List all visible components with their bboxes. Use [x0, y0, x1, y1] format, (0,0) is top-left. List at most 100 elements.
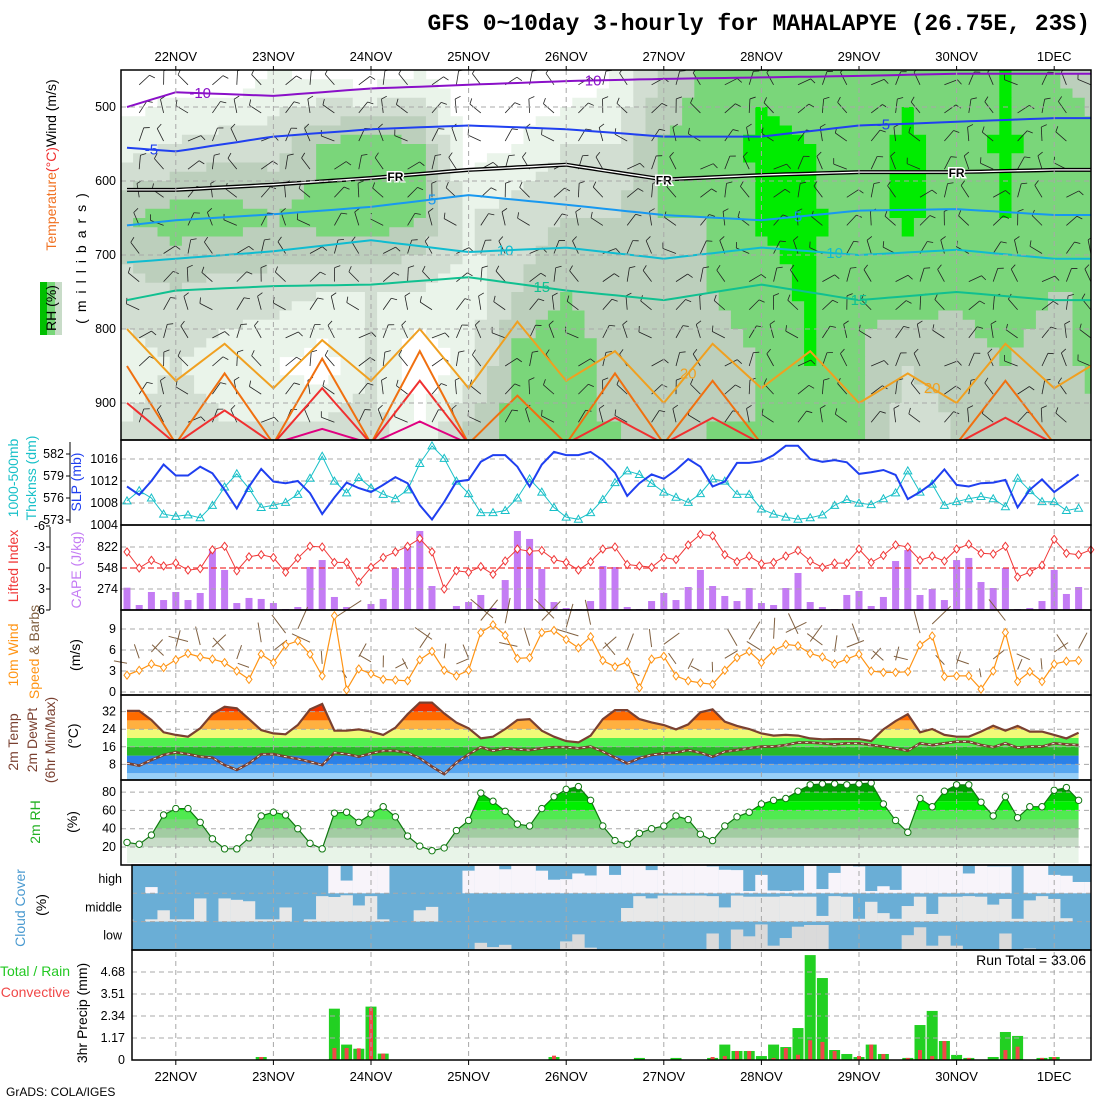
chart-title: GFS 0~10day 3-hourly for MAHALAPYE (26.7… — [427, 11, 1090, 37]
rh-cell — [511, 366, 597, 376]
wind-barb-staff — [575, 211, 579, 226]
isotherm-line — [126, 349, 1053, 440]
wind-barb-flag — [455, 95, 461, 100]
rh-cell — [242, 227, 317, 237]
wind-barb-flag — [1037, 151, 1043, 157]
wind-barb-staff — [968, 352, 975, 367]
rh-cell — [438, 107, 451, 117]
rh-cell — [377, 338, 402, 348]
rh-marker — [708, 836, 717, 845]
cloud-middle-bar — [316, 896, 329, 922]
wind-barb-staff — [529, 298, 539, 311]
cloud-middle-bar — [194, 898, 207, 922]
rh-cell — [462, 393, 488, 404]
wind-barb-staff — [354, 211, 360, 226]
rh-cell — [121, 273, 146, 284]
wind-barb-flag — [511, 128, 518, 131]
rh-cell — [316, 144, 427, 154]
rh-cell — [1011, 356, 1073, 367]
cloud-middle-bar — [865, 901, 878, 922]
wind-barb-flag — [661, 103, 668, 107]
wind-speed-marker — [281, 640, 290, 650]
rh-cell — [425, 153, 439, 163]
wind-barb-staff — [1066, 241, 1075, 254]
precip-convective-bar — [808, 1040, 813, 1060]
wind-barb-flag — [642, 265, 647, 271]
cloud-middle-bar — [633, 896, 646, 922]
rh-cell — [474, 412, 500, 422]
cloud-middle-bar — [669, 895, 683, 922]
wind-barb-staff — [884, 215, 896, 226]
rh-cell — [1011, 347, 1073, 358]
wind-speed-marker — [1026, 666, 1034, 677]
rh-cell — [596, 356, 756, 367]
wind-barb-flag — [1084, 264, 1090, 270]
wind-barb-staff — [431, 357, 444, 367]
rh-cell — [596, 412, 756, 422]
wind-barb-staff — [992, 241, 1002, 254]
wind-barb-flag — [445, 182, 449, 188]
rh-cell — [755, 116, 780, 126]
wind-barb-staff — [919, 189, 933, 198]
wind-barb-flag — [813, 180, 818, 187]
rh-cell — [706, 421, 866, 432]
li-marker — [123, 547, 131, 557]
rh-cell — [145, 107, 280, 117]
rh-marker — [782, 794, 790, 803]
cloud-high-bar — [852, 866, 866, 894]
speed-barbs-label: Speed & Barbs — [26, 605, 42, 699]
wind-barb-staff — [811, 216, 823, 226]
wind-speed-marker — [330, 610, 339, 621]
rh-cell — [377, 319, 475, 330]
wind-barb-flag — [1021, 182, 1028, 185]
thickness-marker — [414, 458, 425, 468]
rh-cell — [816, 301, 1049, 311]
cloud-low-bar — [779, 938, 793, 950]
wind10m-barb — [746, 641, 762, 652]
wind-barb-staff — [626, 213, 636, 226]
rh-cell — [1011, 97, 1085, 108]
wind-barb-staff — [651, 358, 665, 367]
wind-barb-flag — [910, 377, 915, 384]
wind-barb-flag — [588, 102, 594, 106]
rh-cell — [486, 273, 524, 284]
li-marker — [1074, 549, 1083, 560]
wind-barb-staff — [724, 410, 734, 423]
rh-cell — [999, 181, 1012, 191]
rh-cell — [438, 218, 463, 228]
rh-marker — [952, 781, 961, 789]
wind-barb-flag — [391, 297, 398, 301]
wind-barb-flag — [200, 416, 206, 422]
rh-cell — [267, 116, 341, 126]
cape-bar — [135, 605, 143, 610]
wind10m-barb — [499, 642, 518, 647]
wind-barb-flag — [1079, 323, 1082, 330]
wind-speed-marker — [696, 678, 705, 688]
rh-marker — [806, 781, 814, 789]
wind-barb-staff — [616, 384, 628, 395]
wind-barb-flag — [883, 360, 889, 366]
rh-cell — [657, 134, 744, 145]
thickness-marker — [341, 487, 352, 497]
wind10m-barb — [401, 658, 409, 670]
thickness-marker — [183, 509, 193, 519]
cloud-high-bar — [352, 865, 366, 894]
temperature-band — [127, 729, 1079, 738]
pressure-tick-label: 500 — [95, 100, 116, 114]
wind-barb-staff — [420, 301, 433, 311]
wind-barb-flag — [1010, 264, 1016, 270]
cloud-layer-label: middle — [85, 900, 122, 914]
wind-barb-flag — [222, 356, 229, 360]
wind-barb-flag — [322, 380, 325, 387]
day-label-top: 29NOV — [838, 49, 881, 64]
wind10m-barb — [358, 654, 372, 663]
rh-marker — [599, 822, 607, 830]
temperature-label: Temperature — [43, 172, 59, 251]
pressure-tick-label: 900 — [95, 396, 116, 410]
wind-barb-flag — [990, 320, 997, 325]
wind-barb-staff — [236, 297, 245, 310]
wind-barb-staff — [690, 102, 701, 114]
thickness-marker — [829, 500, 840, 509]
wind-barb-flag — [913, 348, 919, 354]
